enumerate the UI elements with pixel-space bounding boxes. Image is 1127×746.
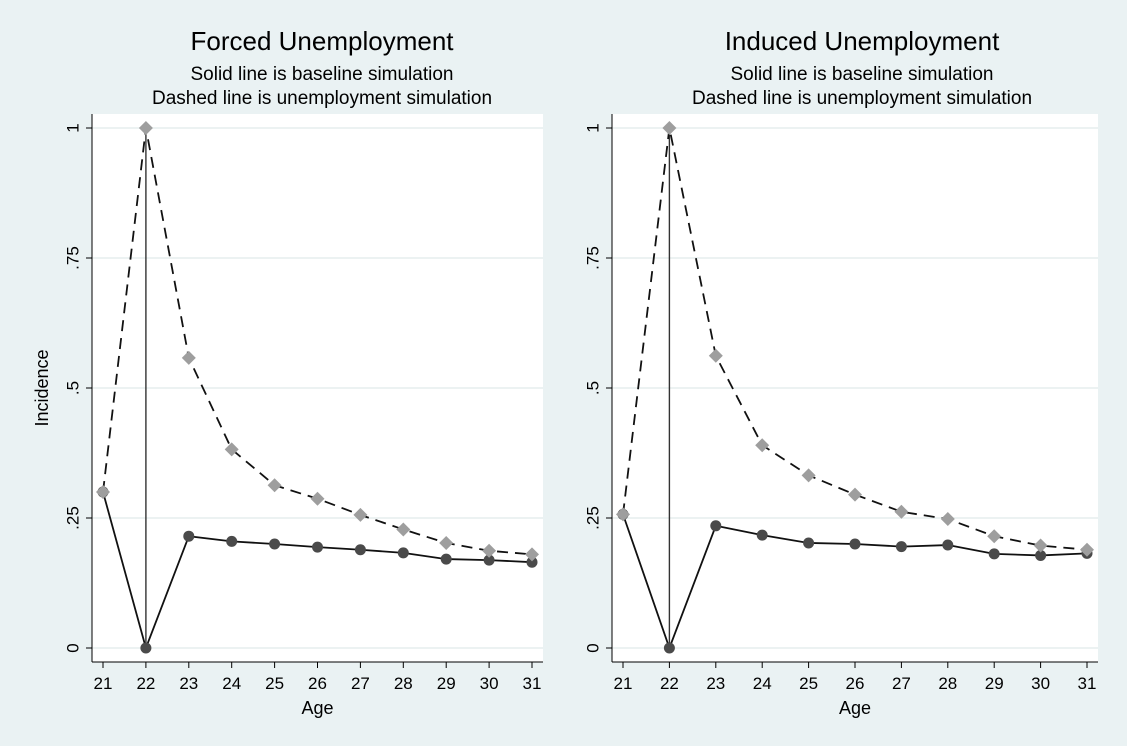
unemployment-point xyxy=(1080,542,1094,557)
unemployment-point xyxy=(525,547,539,562)
x-tick-label: 28 xyxy=(394,674,413,693)
baseline-point xyxy=(895,541,907,553)
baseline-point xyxy=(710,520,722,532)
chart-subtitle-line-1: Solid line is baseline simulation xyxy=(731,64,994,85)
y-tick-label: .25 xyxy=(63,506,82,530)
y-tick-label: .75 xyxy=(583,246,602,270)
unemployment-point xyxy=(267,478,282,493)
y-tick-label: .25 xyxy=(583,506,602,530)
x-tick-label: 23 xyxy=(179,674,198,693)
y-tick-label: .5 xyxy=(583,381,602,395)
chart-subtitle-line-2: Dashed line is unemployment simulation xyxy=(692,88,1032,109)
unemployment-point xyxy=(482,543,497,558)
chart-title: Forced Unemployment xyxy=(191,26,455,56)
baseline-point xyxy=(756,529,768,541)
unemployment-point xyxy=(224,442,239,457)
baseline-point xyxy=(140,642,152,654)
baseline-point xyxy=(526,556,538,568)
x-axis-label: Age xyxy=(301,698,333,718)
x-tick-label: 31 xyxy=(523,674,542,693)
x-tick-label: 21 xyxy=(614,674,633,693)
x-tick-label: 30 xyxy=(1031,674,1050,693)
x-tick-label: 29 xyxy=(985,674,1004,693)
y-axis-label: Incidence xyxy=(32,349,52,426)
y-tick-label: .5 xyxy=(63,381,82,395)
x-tick-label: 26 xyxy=(846,674,865,693)
x-tick-label: 27 xyxy=(892,674,911,693)
baseline-point xyxy=(183,530,195,542)
chart-title: Induced Unemployment xyxy=(725,26,1000,56)
baseline-point xyxy=(942,539,954,551)
x-tick-label: 24 xyxy=(753,674,772,693)
unemployment-point xyxy=(396,522,411,537)
y-tick-label: 0 xyxy=(63,643,82,652)
chart-subtitle-line-2: Dashed line is unemployment simulation xyxy=(152,88,492,109)
unemployment-point xyxy=(940,512,955,527)
baseline-point xyxy=(1035,549,1047,561)
unemployment-point xyxy=(353,507,368,522)
unemployment-point xyxy=(755,438,770,453)
x-tick-label: 28 xyxy=(938,674,957,693)
baseline-point xyxy=(226,535,238,547)
x-tick-label: 22 xyxy=(660,674,679,693)
unemployment-point xyxy=(616,507,630,522)
unemployment-point xyxy=(662,121,677,135)
baseline-point xyxy=(849,538,861,550)
baseline-point xyxy=(663,642,675,654)
unemployment-point xyxy=(848,487,862,502)
chart-subtitle-line-1: Solid line is baseline simulation xyxy=(191,64,454,85)
x-tick-label: 27 xyxy=(351,674,370,693)
y-tick-label: 1 xyxy=(63,123,82,132)
y-tick-label: 0 xyxy=(583,643,602,652)
y-tick-label: .75 xyxy=(63,246,82,270)
baseline-point xyxy=(269,538,281,550)
x-tick-label: 23 xyxy=(706,674,725,693)
baseline-point xyxy=(483,554,495,566)
unemployment-point xyxy=(708,348,723,363)
baseline-point xyxy=(803,537,815,549)
y-tick-label: 1 xyxy=(583,123,602,132)
unemployment-point xyxy=(96,485,110,499)
unemployment-point xyxy=(181,350,196,365)
unemployment-point xyxy=(138,121,153,135)
unemployment-point xyxy=(310,491,325,506)
x-tick-label: 22 xyxy=(136,674,155,693)
x-tick-label: 25 xyxy=(265,674,284,693)
baseline-point xyxy=(988,548,1000,560)
x-tick-label: 26 xyxy=(308,674,327,693)
baseline-point xyxy=(354,544,366,556)
unemployment-point xyxy=(894,504,909,519)
x-tick-label: 30 xyxy=(480,674,499,693)
x-axis-label: Age xyxy=(839,698,871,718)
x-tick-label: 31 xyxy=(1078,674,1097,693)
unemployment-point xyxy=(1033,538,1048,553)
x-tick-label: 29 xyxy=(437,674,456,693)
series-line-unemployment xyxy=(622,127,1088,551)
chart-panel-1: 0 .25 .5 .75 1 21 22 23 24 25 26 27 28 29 30 31 Forced U… xyxy=(32,26,543,718)
x-tick-label: 25 xyxy=(799,674,818,693)
unemployment-point xyxy=(987,529,1002,544)
baseline-point xyxy=(397,547,409,559)
baseline-point xyxy=(312,541,323,553)
unemployment-point xyxy=(439,535,454,550)
baseline-point xyxy=(440,553,452,565)
x-tick-label: 24 xyxy=(222,674,241,693)
unemployment-point xyxy=(801,468,816,483)
x-tick-label: 21 xyxy=(94,674,113,693)
chart-panel-2: 0 .25 .5 .75 1 21 22 23 24 25 26 27 28 29 30 31 Induced … xyxy=(583,26,1098,718)
